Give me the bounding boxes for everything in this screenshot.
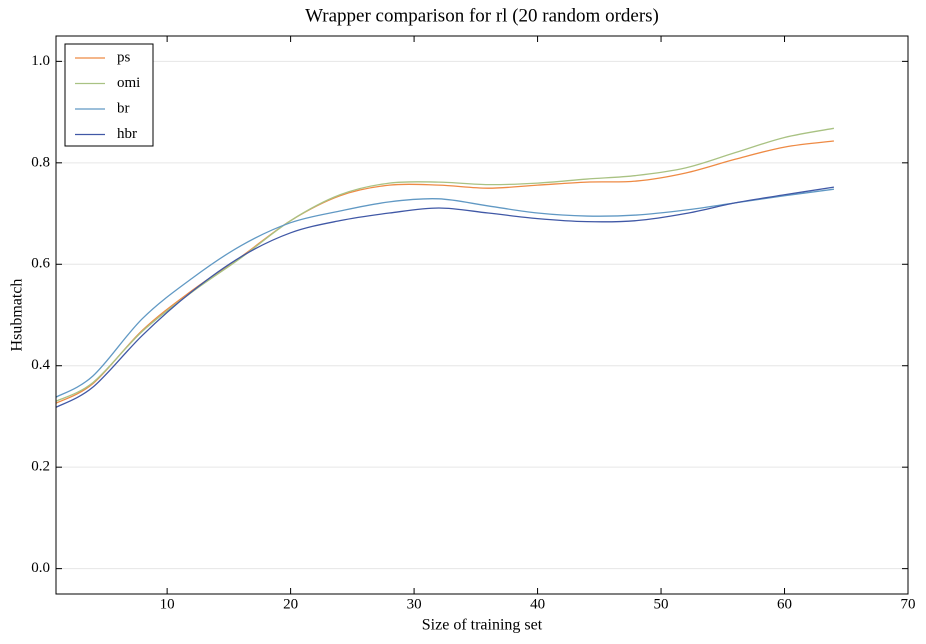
y-tick-label: 0.4 xyxy=(31,357,50,373)
x-axis-label: Size of training set xyxy=(422,617,543,634)
x-tick-label: 40 xyxy=(530,596,545,612)
plot-frame xyxy=(55,35,909,595)
y-tick-label: 0.8 xyxy=(31,154,50,170)
line-series xyxy=(55,140,834,404)
legend-label: hbr xyxy=(117,126,137,142)
y-tick-label: 1.0 xyxy=(31,53,50,69)
line-series xyxy=(55,188,834,398)
legend-label: omi xyxy=(117,75,140,91)
x-tick-label: 20 xyxy=(283,596,298,612)
legend-label: br xyxy=(117,100,130,116)
y-tick-label: 0.2 xyxy=(31,459,50,475)
legend-label: ps xyxy=(117,49,131,65)
line-series xyxy=(55,127,835,402)
x-tick-label: 50 xyxy=(654,596,669,612)
line-series xyxy=(55,186,835,408)
x-tick-label: 60 xyxy=(777,596,792,612)
x-tick-label: 30 xyxy=(407,596,422,612)
x-tick-label: 70 xyxy=(901,596,916,612)
legend-box xyxy=(64,43,154,147)
y-tick-label: 0.6 xyxy=(31,256,50,272)
chart-title: Wrapper comparison for rl (20 random ord… xyxy=(305,5,659,26)
y-axis-label: Hsubmatch xyxy=(9,279,26,352)
y-tick-label: 0.0 xyxy=(31,560,50,576)
x-tick-label: 10 xyxy=(160,596,175,612)
